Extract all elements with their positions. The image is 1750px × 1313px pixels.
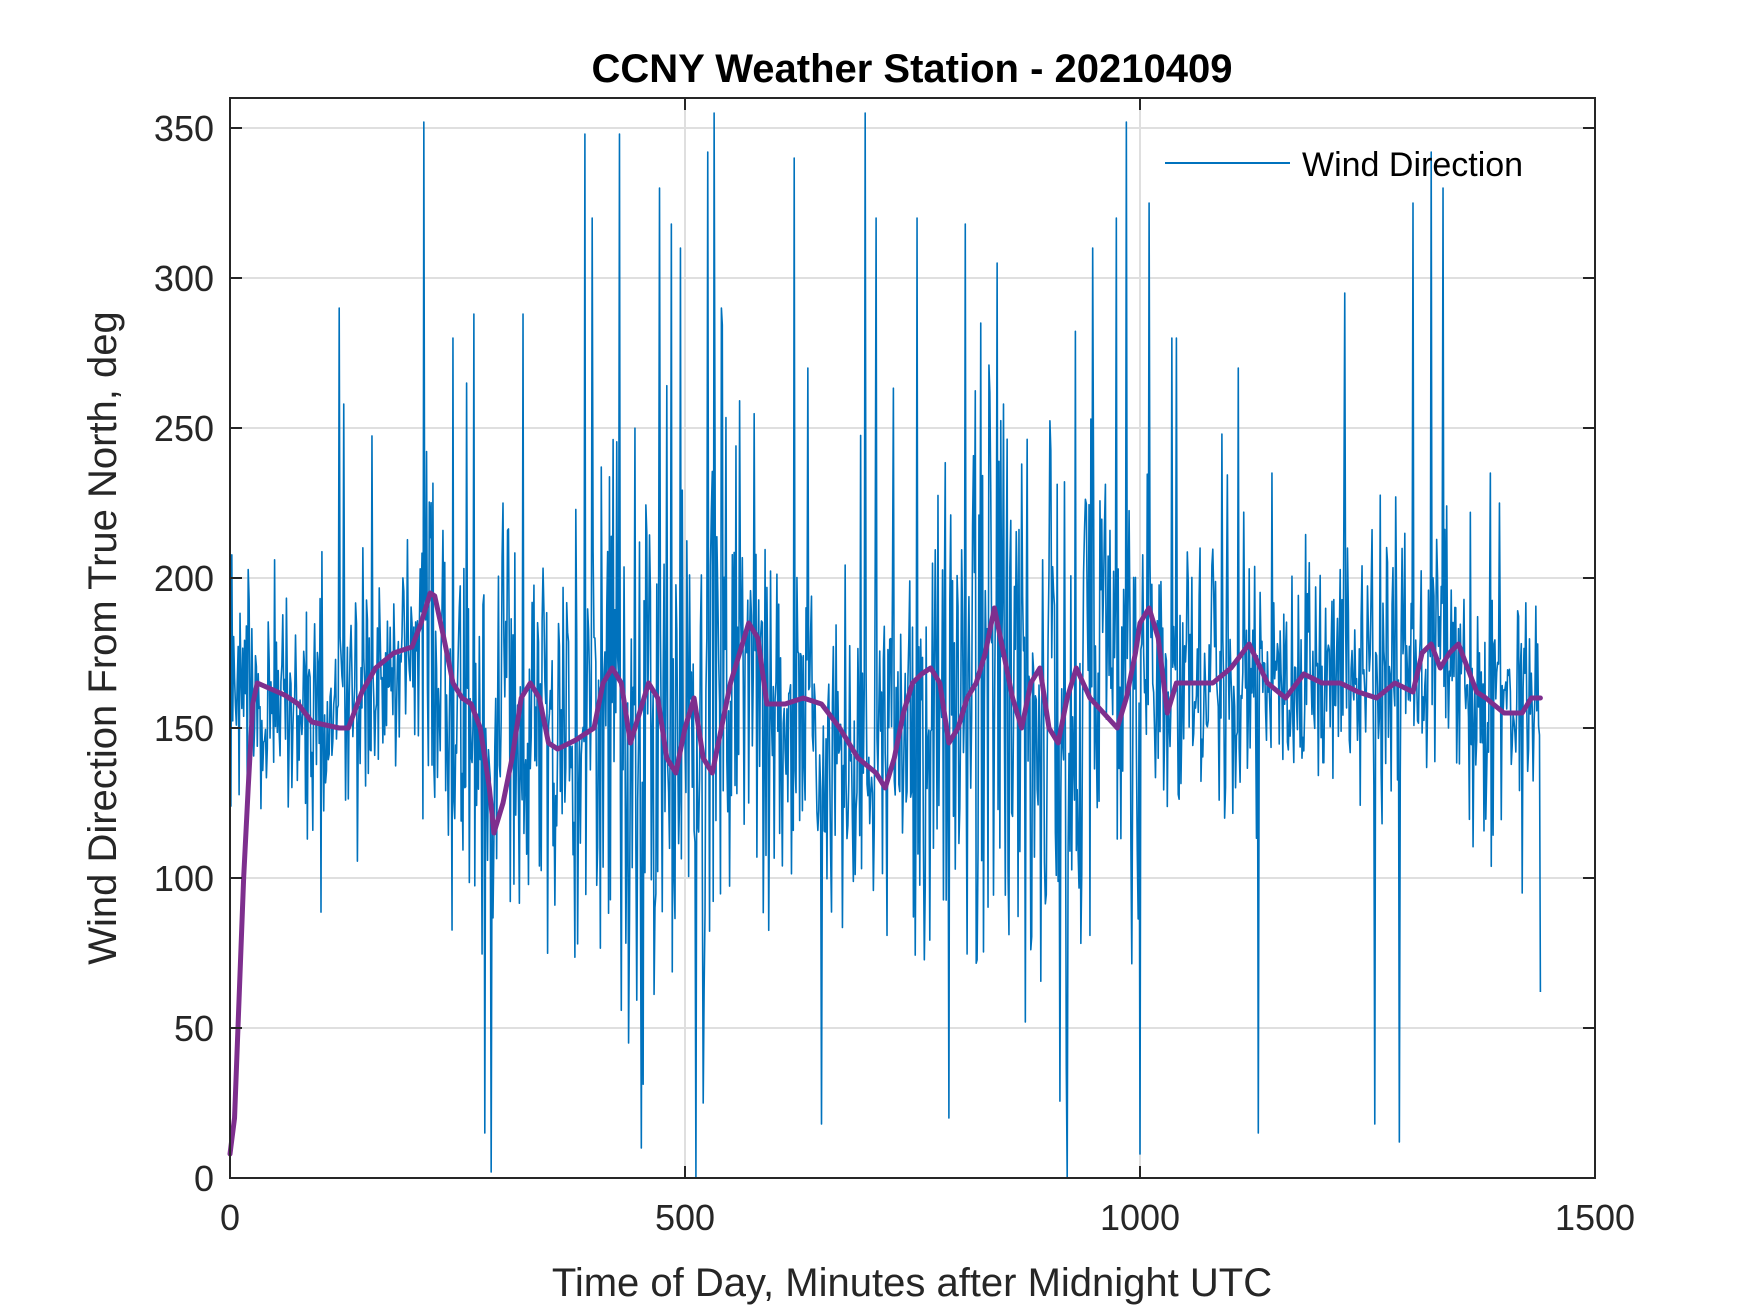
y-tick-label: 150	[154, 708, 214, 749]
y-tick-label: 0	[194, 1158, 214, 1199]
y-tick-label: 50	[174, 1008, 214, 1049]
x-axis-label: Time of Day, Minutes after Midnight UTC	[552, 1261, 1272, 1305]
y-tick-label: 100	[154, 858, 214, 899]
smoothed-wind-direction-series	[227, 590, 1543, 1157]
x-tick-label: 0	[220, 1197, 240, 1238]
legend-label-wind-direction: Wind Direction	[1302, 146, 1523, 184]
y-tick-label: 300	[154, 258, 214, 299]
y-axis-label: Wind Direction From True North, deg	[81, 311, 125, 965]
x-tick-label: 1500	[1555, 1197, 1635, 1238]
y-tick-label: 250	[154, 408, 214, 449]
y-tick-label: 200	[154, 558, 214, 599]
axis-ticks	[229, 98, 1596, 1179]
x-tick-label: 500	[655, 1197, 715, 1238]
wind-direction-line	[229, 112, 1542, 1179]
x-tick-labels: 0 500 1000 1500	[220, 1197, 1635, 1238]
y-tick-labels: 0 50 100 150 200 250 300 350	[154, 108, 214, 1199]
chart-title: CCNY Weather Station - 20210409	[592, 47, 1233, 91]
y-tick-label: 350	[154, 108, 214, 149]
wind-direction-series	[229, 112, 1542, 1179]
smoothed-wind-direction-line	[227, 590, 1543, 1157]
legend: Wind Direction	[1165, 146, 1523, 184]
plot-frame	[229, 97, 1596, 1179]
x-tick-label: 1000	[1100, 1197, 1180, 1238]
